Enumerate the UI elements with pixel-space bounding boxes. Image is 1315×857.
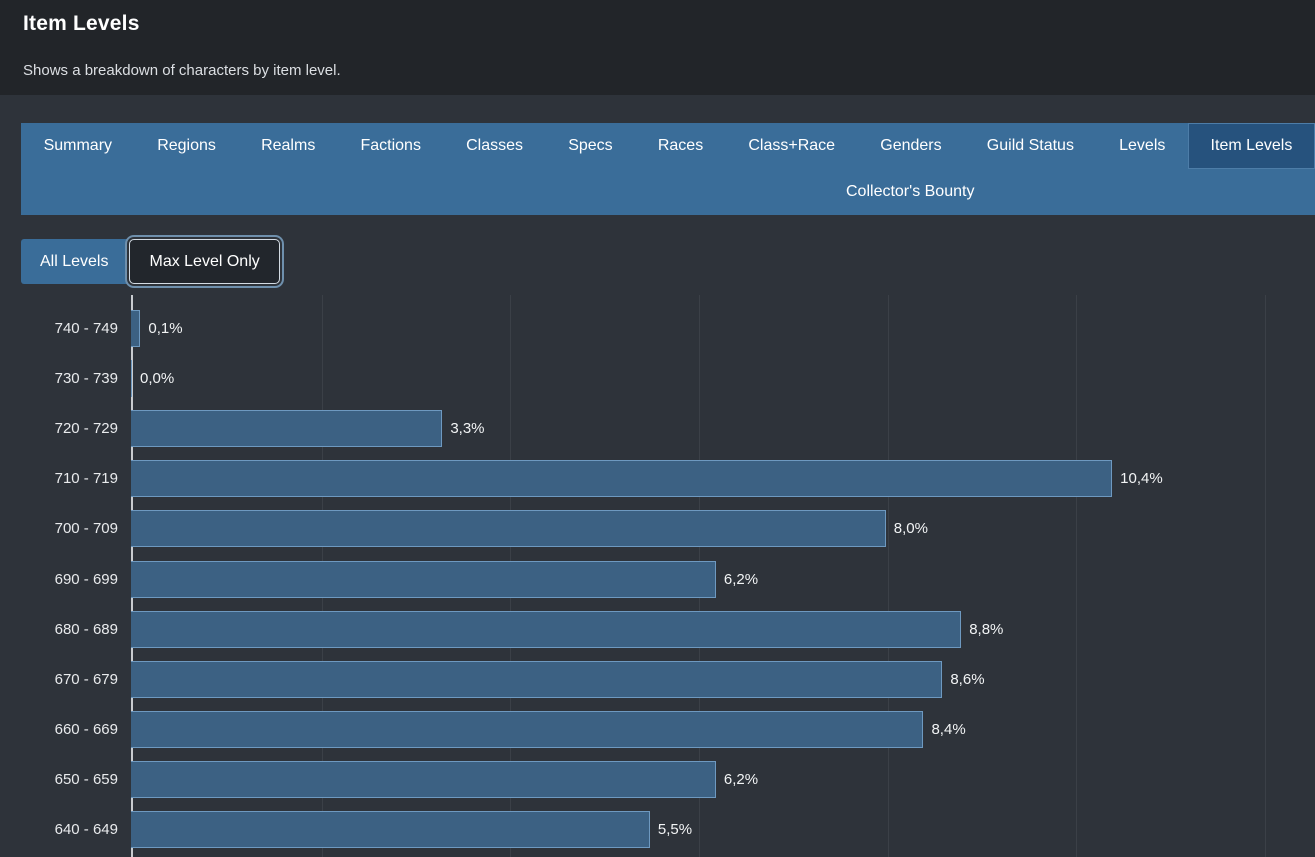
bar-value-label: 0,0%	[140, 369, 175, 387]
chart-row: 670 - 679 8,6%	[0, 654, 1315, 704]
bar	[131, 711, 924, 749]
item-level-chart: 740 - 749 0,1% 730 - 739 0,0% 720 - 729 3,3% 7…	[0, 295, 1315, 857]
chart-row: 700 - 709 8,0%	[0, 504, 1315, 554]
bar-value-label: 8,6%	[950, 670, 985, 688]
chart-row: 660 - 669 8,4%	[0, 705, 1315, 755]
bar-value-label: 0,1%	[148, 319, 183, 337]
bar-area: 6,2%	[131, 554, 1315, 604]
tab-genders[interactable]: Genders	[880, 137, 942, 154]
chart-row: 690 - 699 6,2%	[0, 554, 1315, 604]
bar	[131, 761, 716, 799]
bar-value-label: 3,3%	[450, 419, 485, 437]
bar	[131, 309, 141, 347]
bar-area: 8,4%	[131, 705, 1315, 755]
category-label: 640 - 649	[54, 821, 118, 839]
bar-area: 6,2%	[131, 755, 1315, 805]
filter-button-all-levels[interactable]: All Levels	[21, 239, 128, 284]
category-label: 690 - 699	[54, 570, 118, 588]
tab-class-race[interactable]: Class+Race	[748, 137, 836, 154]
category-label: 670 - 679	[54, 670, 118, 688]
chart-row: 680 - 689 8,8%	[0, 604, 1315, 654]
bar-area: 3,3%	[131, 403, 1315, 453]
bar	[131, 359, 132, 397]
gridline	[1265, 295, 1267, 857]
filter-button-max-level-only[interactable]: Max Level Only	[129, 239, 280, 284]
filter-toggle: All Levels Max Level Only	[21, 239, 1294, 284]
bar	[131, 460, 1113, 498]
tab-classes[interactable]: Classes	[466, 137, 524, 154]
tab-realms[interactable]: Realms	[261, 137, 316, 154]
chart-row: 730 - 739 0,0%	[0, 353, 1315, 403]
category-label: 680 - 689	[54, 620, 118, 638]
category-label: 720 - 729	[54, 419, 118, 437]
bar-area: 0,0%	[131, 353, 1315, 403]
chart-row: 710 - 719 10,4%	[0, 454, 1315, 504]
tab-summary[interactable]: Summary	[43, 137, 113, 154]
tab-guild-status[interactable]: Guild Status	[986, 137, 1074, 154]
bar	[131, 660, 943, 698]
chart-row: 740 - 749 0,1%	[0, 303, 1315, 353]
bar-value-label: 10,4%	[1120, 470, 1163, 488]
tab-specs[interactable]: Specs	[568, 137, 613, 154]
bar	[131, 560, 716, 598]
chart-row: 650 - 659 6,2%	[0, 755, 1315, 805]
chart-row: 640 - 649 5,5%	[0, 805, 1315, 855]
bar-area: 5,5%	[131, 805, 1315, 855]
chart-row: 720 - 729 3,3%	[0, 403, 1315, 453]
category-label: 710 - 719	[54, 470, 118, 488]
tab-regions[interactable]: Regions	[157, 137, 216, 154]
bar-value-label: 8,8%	[969, 620, 1004, 638]
tab-races[interactable]: Races	[657, 137, 704, 154]
gridline	[887, 295, 889, 857]
bar-area: 0,1%	[131, 303, 1315, 353]
bar-value-label: 6,2%	[723, 570, 759, 588]
bar-area: 8,0%	[131, 504, 1315, 554]
gridline	[1076, 295, 1078, 857]
bar-area: 8,6%	[131, 654, 1315, 704]
page-subtitle: Shows a breakdown of characters by item …	[23, 62, 341, 79]
bar	[131, 409, 443, 447]
category-label: 700 - 709	[54, 520, 118, 538]
bar-value-label: 5,5%	[657, 821, 693, 839]
page-title: Item Levels	[23, 12, 140, 35]
category-label: 740 - 749	[54, 319, 118, 337]
tab-levels[interactable]: Levels	[1119, 137, 1166, 154]
bar-value-label: 8,4%	[931, 721, 966, 739]
bar	[131, 510, 886, 548]
page-header: Item Levels Shows a breakdown of charact…	[0, 0, 1315, 95]
bar-area: 10,4%	[131, 454, 1315, 504]
bar-area: 8,8%	[131, 604, 1315, 654]
category-label: 730 - 739	[54, 369, 118, 387]
bar-value-label: 8,0%	[893, 520, 928, 538]
chart-rows: 740 - 749 0,1% 730 - 739 0,0% 720 - 729 3,3% 7…	[0, 295, 1315, 855]
category-label: 650 - 659	[54, 771, 118, 789]
tab-item-levels[interactable]: Item Levels	[1187, 123, 1315, 169]
bar	[131, 610, 962, 648]
bar	[131, 811, 650, 849]
category-label: 660 - 669	[54, 721, 118, 739]
tab-collector-s-bounty[interactable]: Collector's Bounty	[846, 183, 975, 200]
tab-bar: Summary Regions Realms Factions Classes Specs…	[21, 123, 1315, 215]
tab-factions[interactable]: Factions	[360, 137, 421, 154]
bar-value-label: 6,2%	[723, 771, 759, 789]
